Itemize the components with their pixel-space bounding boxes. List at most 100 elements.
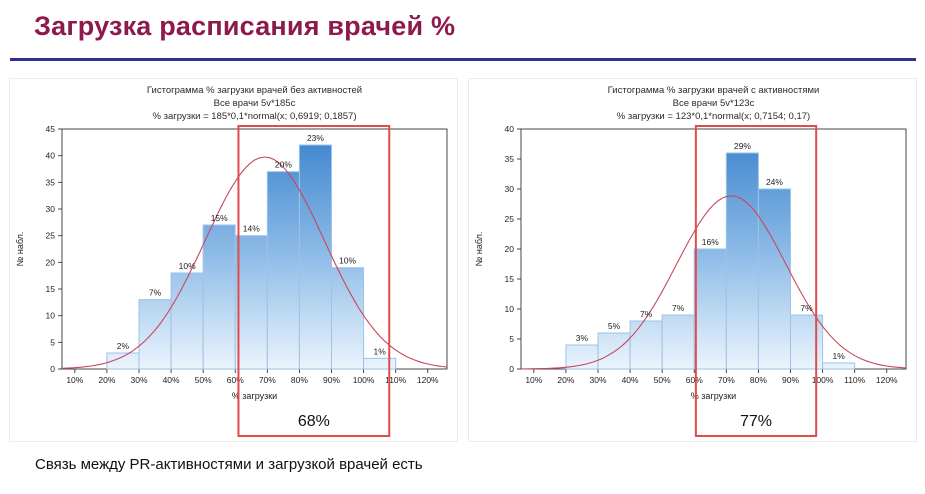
y-tick-label: 20 (46, 257, 56, 267)
histogram-bar (661, 314, 695, 370)
histogram-bar (298, 144, 332, 370)
histogram-bar (629, 320, 663, 370)
x-tick-label: 70% (259, 375, 276, 385)
y-tick-label: 0 (50, 364, 55, 374)
bar-percent-label: 7% (672, 303, 685, 313)
highlight-rect (237, 125, 391, 437)
histogram-bar (597, 332, 631, 370)
x-tick-label: 100% (353, 375, 375, 385)
x-tick-label: 100% (812, 375, 834, 385)
bar-percent-label: 20% (275, 160, 292, 170)
bar-percent-label: 10% (339, 256, 356, 266)
chart-title: Гистограмма % загрузки врачей без активн… (146, 85, 363, 96)
x-tick-label: 80% (291, 375, 308, 385)
y-axis-label: № набл. (474, 232, 484, 267)
x-tick-label: 50% (195, 375, 212, 385)
x-tick-label: 110% (844, 375, 866, 385)
y-tick-label: 5 (509, 334, 514, 344)
x-tick-label: 90% (782, 375, 799, 385)
bar-percent-label: 14% (243, 224, 260, 234)
y-tick-label: 10 (505, 304, 515, 314)
x-tick-label: 30% (130, 375, 147, 385)
y-tick-label: 30 (505, 184, 515, 194)
x-tick-label: 40% (163, 375, 180, 385)
histogram-bar (202, 224, 236, 370)
x-tick-label: 110% (385, 375, 407, 385)
chart-formula: % загрузки = 185*0,1*normal(x; 0,6919; 0… (152, 111, 357, 122)
x-tick-label: 120% (417, 375, 439, 385)
chart-header: Гистограмма % загрузки врачей с активнос… (521, 84, 906, 123)
bar-percent-label: 10% (179, 261, 196, 271)
x-tick-label: 10% (66, 375, 83, 385)
x-axis-label: % загрузки (232, 391, 277, 401)
histogram-bar (234, 235, 268, 370)
page-title: Загрузка расписания врачей % (34, 11, 456, 41)
highlight-total-label: 68% (298, 413, 330, 430)
x-axis-label: % загрузки (691, 391, 736, 401)
normal-curve (61, 156, 448, 369)
normal-curve (521, 195, 907, 370)
highlight-total-label: 77% (740, 413, 772, 430)
y-tick-label: 35 (46, 177, 56, 187)
histogram-bar (266, 171, 300, 370)
y-tick-label: 15 (46, 284, 56, 294)
y-tick-label: 10 (46, 311, 56, 321)
x-tick-label: 40% (622, 375, 639, 385)
x-tick-label: 60% (227, 375, 244, 385)
y-tick-label: 15 (505, 274, 515, 284)
chart-subtitle: Все врачи 5v*185c (213, 98, 296, 109)
histogram-with-activities: 0 5 10 15 20 25 30 35 40 10% 20% 30% 40% 50% 60% 70% 80%… (474, 124, 907, 437)
x-tick-label: 20% (557, 375, 574, 385)
histogram-bar (693, 248, 727, 370)
bar-percent-label: 7% (800, 303, 813, 313)
title-underline (10, 58, 916, 61)
bar-percent-label: 2% (117, 341, 130, 351)
bar-percent-label: 15% (211, 213, 228, 223)
bar-percent-label: 23% (307, 133, 324, 143)
bar-percent-label: 29% (734, 141, 751, 151)
y-tick-label: 45 (46, 124, 56, 134)
x-tick-label: 30% (589, 375, 606, 385)
chart-header: Гистограмма % загрузки врачей без активн… (62, 84, 447, 123)
chart-subtitle: Все врачи 5v*123c (672, 98, 755, 109)
bar-percent-label: 7% (149, 288, 162, 298)
bar-percent-label: 1% (832, 351, 845, 361)
histogram-bar (138, 299, 172, 370)
histogram-bar (757, 188, 791, 370)
charts-row: Гистограмма % загрузки врачей без активн… (9, 78, 917, 442)
histogram-bar (363, 357, 397, 370)
bar-percent-label: 1% (373, 346, 386, 356)
histogram-bar (170, 272, 204, 370)
chart-panel-without-activities: Гистограмма % загрузки врачей без активн… (9, 78, 458, 442)
x-tick-label: 70% (718, 375, 735, 385)
x-tick-label: 50% (654, 375, 671, 385)
highlight-rect (694, 125, 818, 437)
x-tick-label: 60% (686, 375, 703, 385)
bar-percent-label: 7% (640, 309, 653, 319)
y-tick-label: 0 (509, 364, 514, 374)
y-axis-label: № набл. (15, 232, 25, 267)
y-tick-label: 35 (505, 154, 515, 164)
x-tick-label: 90% (323, 375, 340, 385)
histogram-without-activities: 0 5 10 15 20 25 30 35 40 45 10% 20% 30% 40% 50% 60% 70% 8… (15, 124, 448, 437)
bar-percent-label: 24% (766, 177, 783, 187)
x-tick-label: 10% (525, 375, 542, 385)
x-tick-label: 80% (750, 375, 767, 385)
histogram-bar (790, 314, 824, 370)
bar-percent-label: 3% (576, 333, 589, 343)
y-tick-label: 25 (46, 231, 56, 241)
histogram-bar (331, 267, 365, 370)
footer-conclusion-text: Связь между PR-активностями и загрузкой … (35, 456, 423, 473)
y-tick-label: 30 (46, 204, 56, 214)
y-tick-label: 40 (46, 151, 56, 161)
y-tick-label: 40 (505, 124, 515, 134)
histogram-bar (822, 362, 856, 370)
y-tick-label: 25 (505, 214, 515, 224)
chart-panel-with-activities: Гистограмма % загрузки врачей с активнос… (468, 78, 917, 442)
bar-percent-label: 5% (608, 321, 621, 331)
y-tick-label: 20 (505, 244, 515, 254)
chart-title: Гистограмма % загрузки врачей с активнос… (607, 85, 820, 96)
histogram-bar (725, 152, 759, 370)
bar-percent-label: 16% (702, 237, 719, 247)
